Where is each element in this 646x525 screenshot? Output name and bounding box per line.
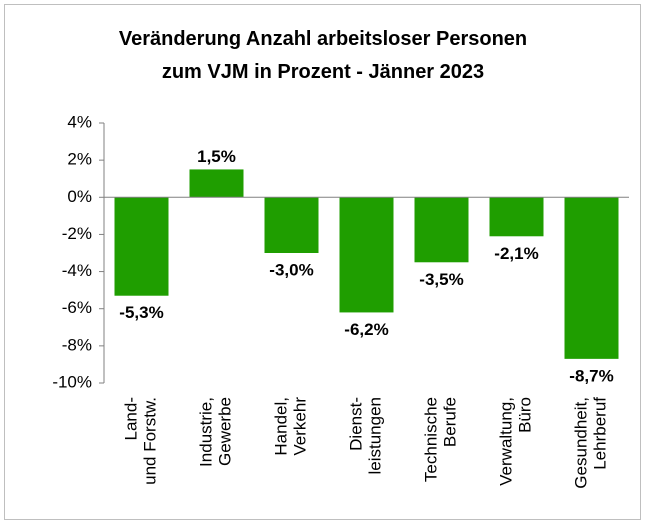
bar <box>114 197 169 296</box>
x-tick-label: Lehrberuf <box>590 397 609 470</box>
data-label: -3,5% <box>419 270 463 289</box>
y-tick-label: 2% <box>67 150 92 169</box>
data-label: -3,0% <box>269 260 313 279</box>
y-tick-label: -10% <box>52 372 92 391</box>
data-label: -2,1% <box>494 244 538 263</box>
y-tick-label: 4% <box>67 112 92 131</box>
data-label: 1,5% <box>197 147 236 166</box>
x-tick-label: Büro <box>515 397 534 433</box>
x-tick-label: und Forstw. <box>140 397 159 485</box>
data-label: -6,2% <box>344 320 388 339</box>
y-tick-label: 0% <box>67 187 92 206</box>
x-tick-label: Dienst- <box>346 397 365 451</box>
x-tick-label-group: Land-und Forstw. <box>121 397 159 485</box>
x-tick-label: Gewerbe <box>215 397 234 466</box>
chart-title: zum VJM in Prozent - Jänner 2023 <box>162 61 484 83</box>
x-tick-label: Verwaltung, <box>496 397 515 486</box>
x-tick-label-group: Technische Berufe <box>421 397 459 482</box>
data-label: -5,3% <box>119 303 163 322</box>
x-tick-label: Verkehr <box>290 397 309 456</box>
x-tick-label: Berufe <box>440 397 459 447</box>
y-tick-label: -2% <box>62 224 92 243</box>
x-tick-label-group: Verwaltung, Büro <box>496 397 534 486</box>
x-tick-label: Handel, <box>271 397 290 456</box>
y-tick-label: -4% <box>62 261 92 280</box>
y-tick-label: -6% <box>62 298 92 317</box>
bar <box>489 197 544 237</box>
bar <box>189 169 244 198</box>
chart-title: Veränderung Anzahl arbeitsloser Personen <box>119 28 527 50</box>
data-label: -8,7% <box>569 366 613 385</box>
x-tick-label-group: Industrie, Gewerbe <box>196 397 234 467</box>
x-tick-label: Gesundheit, <box>571 397 590 489</box>
x-tick-label-group: Dienst-leistungen <box>346 397 384 475</box>
x-tick-label-group: Gesundheit, Lehrberuf <box>571 397 609 489</box>
x-tick-label: Industrie, <box>196 397 215 467</box>
x-tick-label-group: Handel, Verkehr <box>271 397 309 456</box>
bar <box>339 197 394 313</box>
chart-border <box>4 4 641 520</box>
x-tick-label: Technische <box>421 397 440 482</box>
bar <box>264 197 319 253</box>
y-tick-label: -8% <box>62 335 92 354</box>
x-tick-label: leistungen <box>365 397 384 475</box>
bar <box>414 197 469 263</box>
x-tick-label: Land- <box>121 397 140 440</box>
bar <box>564 197 619 359</box>
